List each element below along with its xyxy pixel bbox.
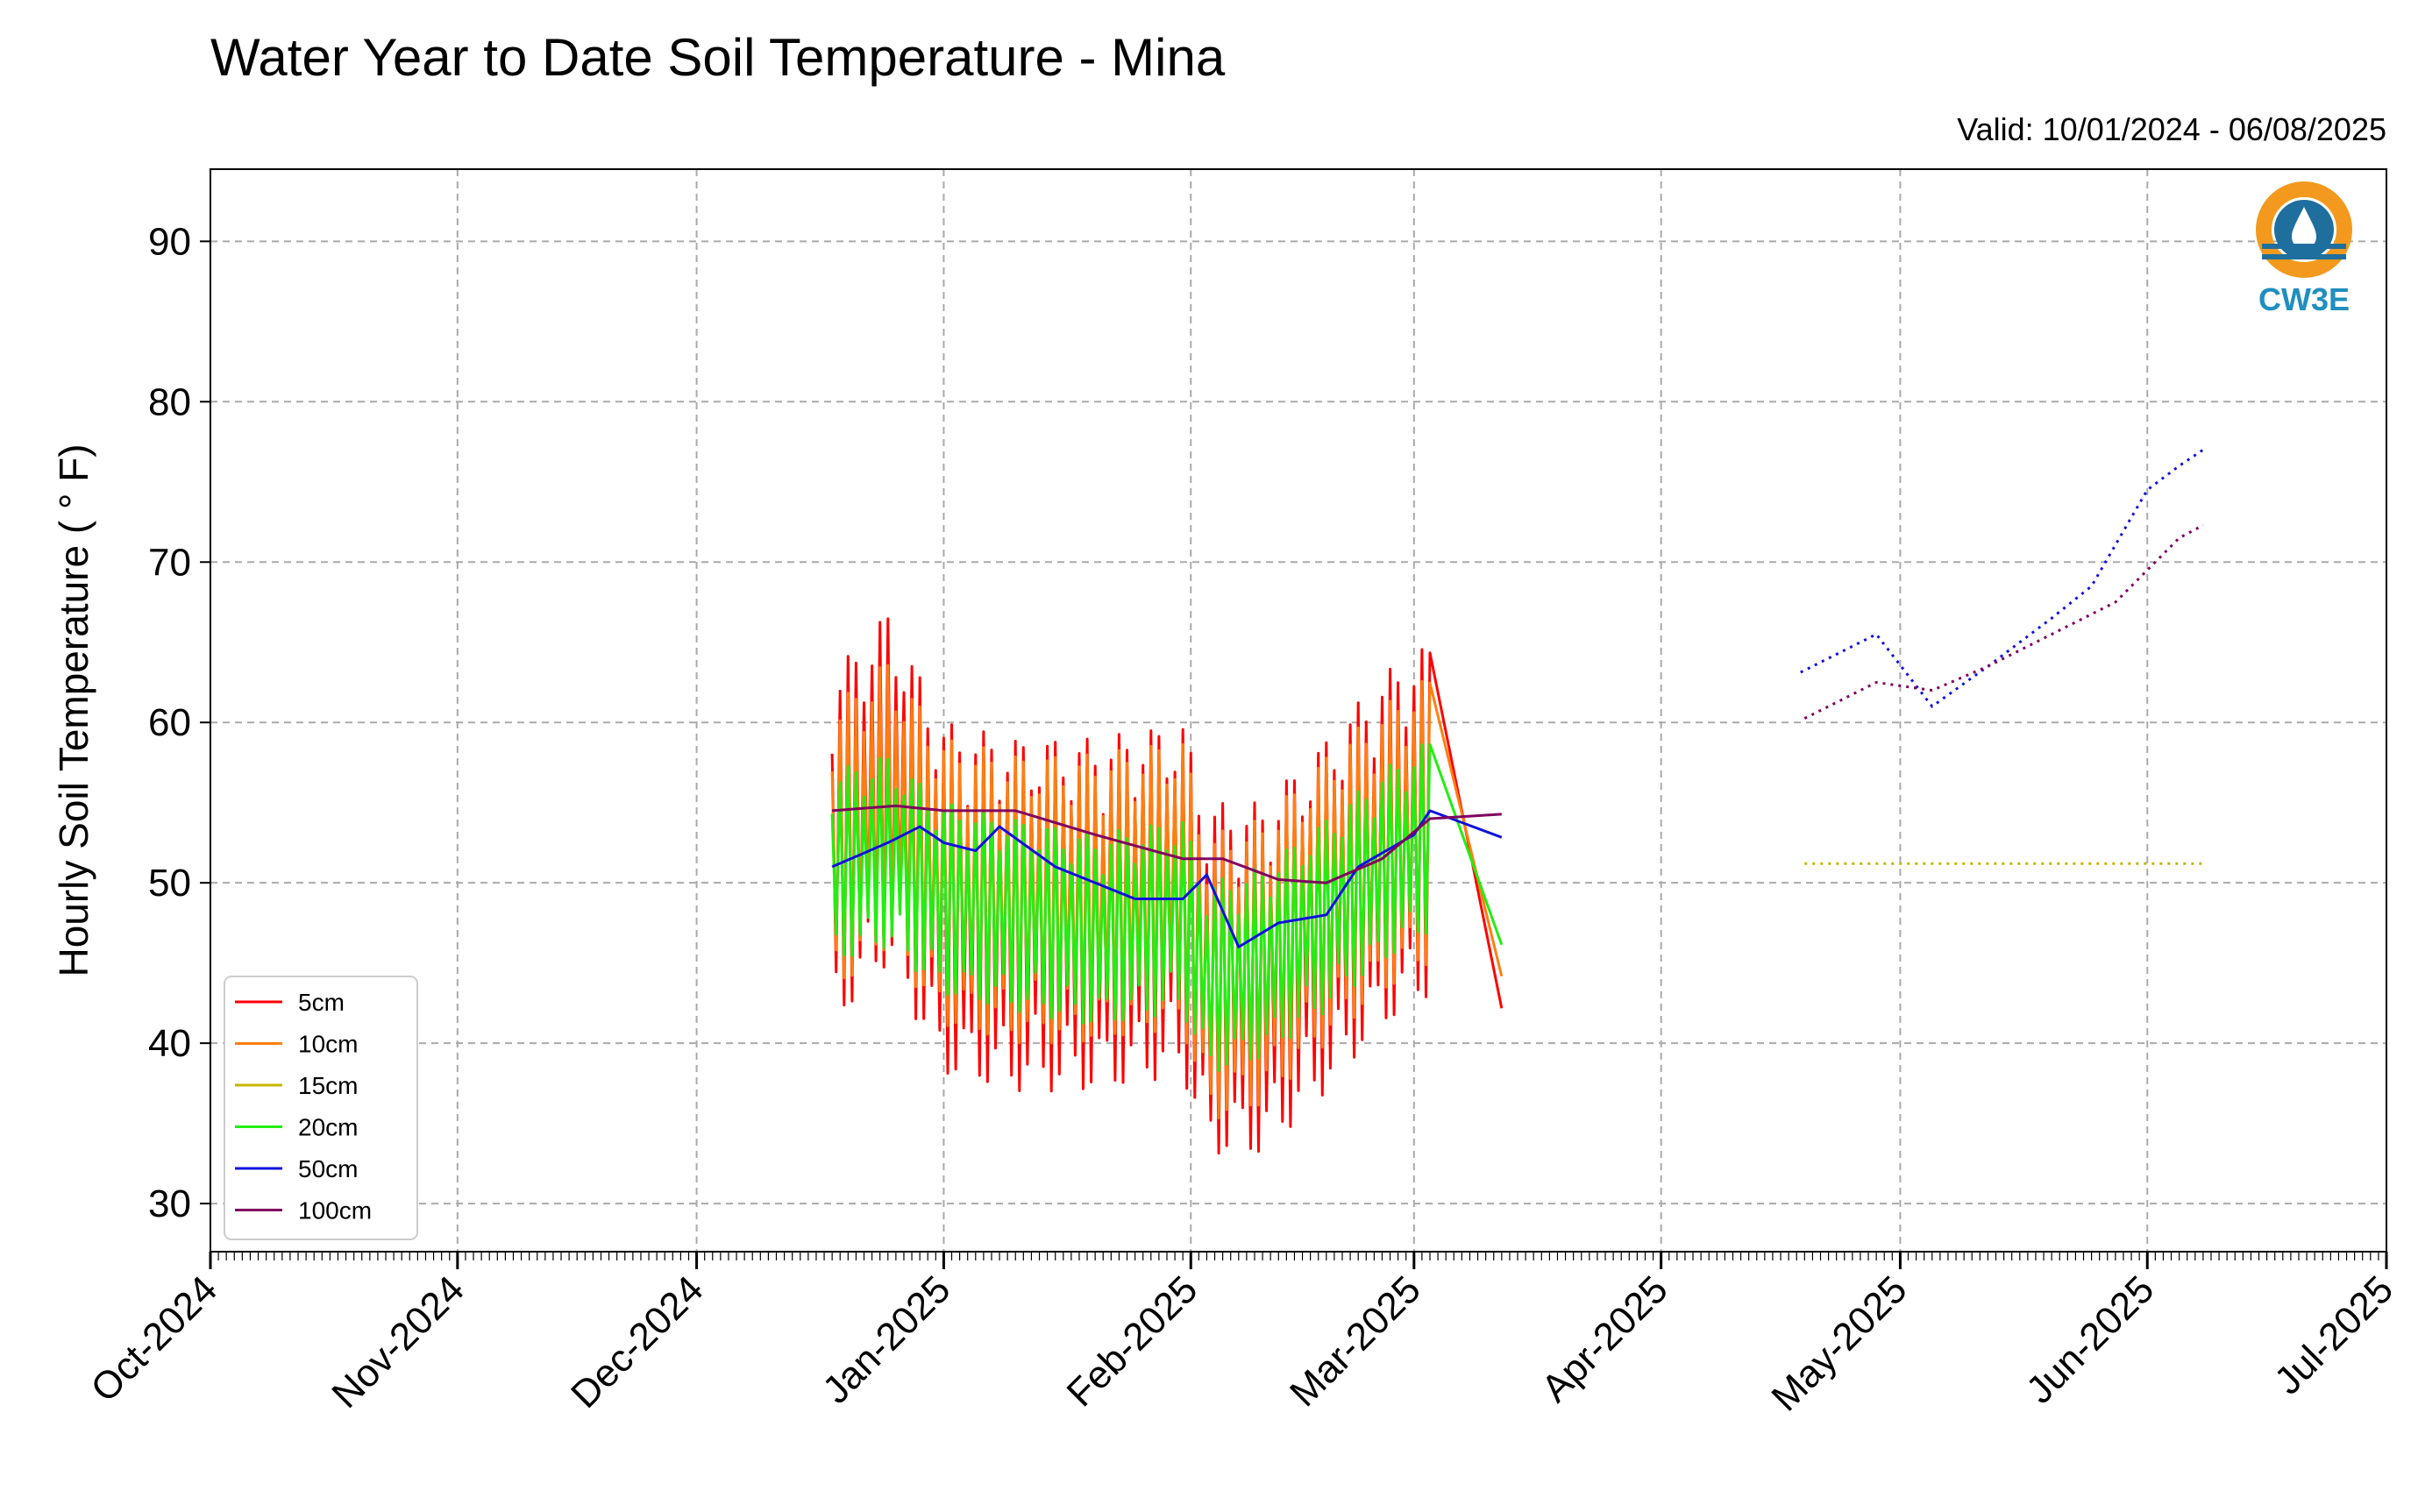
y-tick-label: 90 (148, 220, 191, 263)
logo-ring (2256, 181, 2352, 278)
series-100cm (832, 523, 2204, 883)
y-tick-label: 40 (148, 1022, 191, 1065)
legend-label-10cm: 10cm (298, 1031, 358, 1058)
plot-frame (210, 168, 2387, 1253)
legend-label-15cm: 15cm (298, 1072, 358, 1099)
y-tick-label: 80 (148, 380, 191, 423)
legend: 5cm 10cm 15cm 20cm 50cm 100cm (224, 976, 418, 1240)
logo-wave (2262, 254, 2346, 259)
y-tick-label: 50 (148, 862, 191, 905)
y-tick-label: 30 (148, 1182, 191, 1225)
y-tick-label: 70 (148, 541, 191, 584)
series-dotted-100cm (1803, 523, 2204, 720)
y-tick-label: 60 (148, 701, 191, 744)
axis-ticks (200, 240, 2388, 1269)
data-series (832, 382, 2203, 1153)
legend-label-5cm: 5cm (298, 989, 345, 1016)
cw3e-logo: CW3E (2256, 181, 2352, 317)
logo-text: CW3E (2258, 281, 2350, 317)
valid-date-range: Valid: 10/01/2024 - 06/08/2025 (1957, 111, 2386, 147)
series-50cm (832, 448, 2204, 947)
water-drop-icon (2292, 207, 2316, 249)
legend-label-100cm: 100cm (298, 1197, 372, 1225)
chart-title: Water Year to Date Soil Temperature - Mi… (210, 28, 1226, 87)
legend-label-20cm: 20cm (298, 1114, 358, 1141)
logo-wave (2262, 244, 2346, 249)
legend-label-50cm: 50cm (298, 1155, 358, 1182)
series-dotted-50cm (1800, 448, 2204, 708)
y-axis-label: Hourly Soil Temperature ( ° F) (51, 444, 96, 976)
